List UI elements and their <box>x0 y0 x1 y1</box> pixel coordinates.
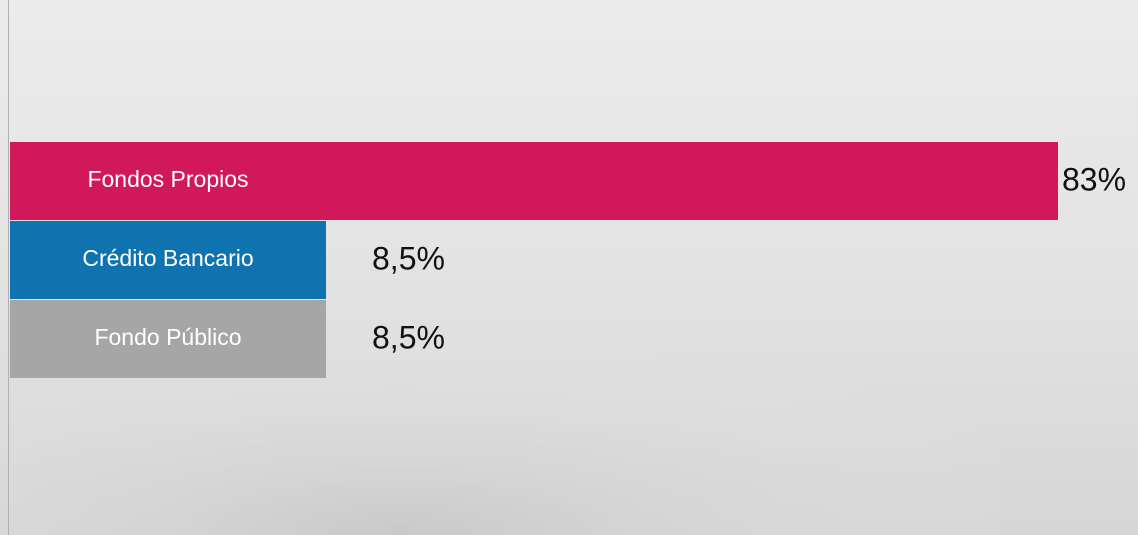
bar <box>10 221 326 299</box>
category-label: Crédito Bancario <box>82 245 253 271</box>
category-label: Fondos Propios <box>87 166 248 192</box>
bar <box>10 300 326 378</box>
value-label: 8,5% <box>372 240 445 276</box>
bar <box>10 142 1058 220</box>
value-label: 83% <box>1062 161 1126 197</box>
value-label: 8,5% <box>372 319 445 355</box>
category-label: Fondo Público <box>94 324 241 350</box>
